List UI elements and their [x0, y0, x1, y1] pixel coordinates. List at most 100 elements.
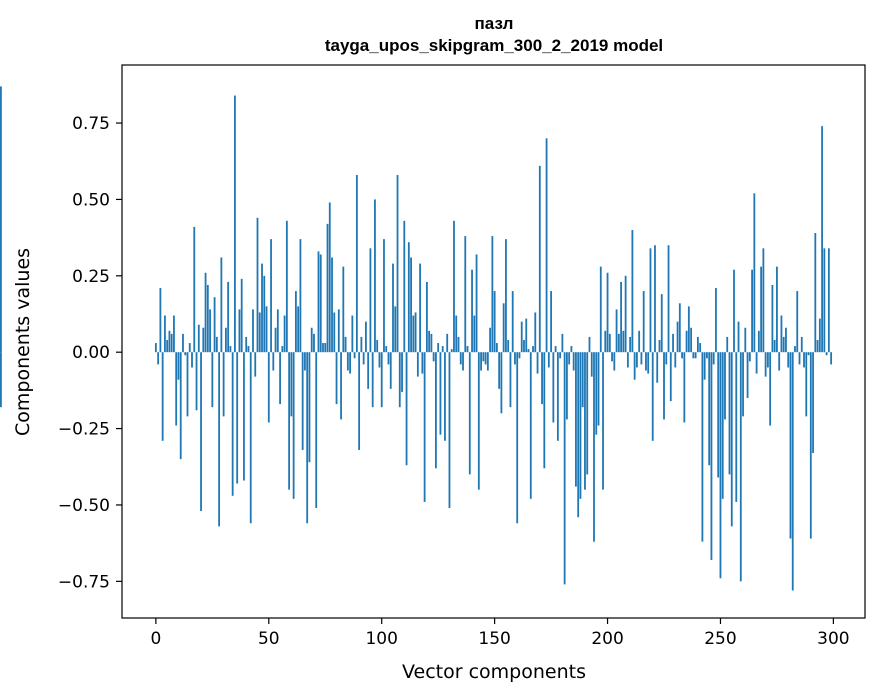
- bar-73: [319, 254, 322, 353]
- bar-169: [536, 352, 539, 374]
- bar-37: [238, 309, 241, 353]
- bar-141: [473, 315, 476, 353]
- bar-260: [742, 352, 744, 417]
- bar-250: [719, 352, 722, 579]
- bar-44: [254, 352, 257, 377]
- bar-75: [324, 343, 327, 353]
- bar-273: [771, 284, 774, 353]
- bar-132: [453, 220, 455, 353]
- bar-134: [457, 336, 460, 353]
- bar-22: [204, 272, 207, 353]
- bar-295: [821, 126, 823, 353]
- bar-229: [672, 333, 674, 353]
- bar-67: [306, 352, 309, 524]
- bar-136: [462, 352, 464, 371]
- bar-176: [552, 352, 555, 423]
- bar-117: [419, 263, 422, 353]
- bar-28: [218, 352, 221, 527]
- bar-53: [274, 327, 277, 353]
- bar-210: [629, 336, 632, 353]
- bar-177: [554, 346, 557, 353]
- bar-83: [342, 266, 345, 353]
- bar-265: [753, 193, 756, 353]
- bar-127: [441, 346, 444, 353]
- bar-119: [423, 352, 426, 502]
- y-tick-label: −0.75: [58, 572, 110, 592]
- bar-114: [412, 315, 415, 353]
- bar-9: [175, 352, 178, 426]
- bar-6: [168, 330, 171, 353]
- bar-17: [193, 226, 196, 353]
- bar-214: [638, 330, 641, 353]
- bar-121: [428, 330, 431, 353]
- bar-285: [798, 352, 801, 365]
- bar-174: [547, 352, 550, 368]
- y-tick-label: 0.25: [72, 267, 110, 287]
- bar-299: [830, 352, 833, 365]
- bar-106: [394, 306, 397, 353]
- bar-222: [656, 352, 659, 383]
- bar-25: [211, 352, 214, 408]
- bar-167: [532, 346, 534, 353]
- bar-292: [814, 233, 817, 353]
- bar-11: [179, 352, 182, 460]
- bar-129: [446, 333, 449, 353]
- bar-155: [505, 239, 507, 353]
- bar-224: [660, 294, 663, 353]
- bar-49: [265, 306, 268, 353]
- bar-234: [683, 352, 686, 423]
- bar-191: [586, 352, 589, 475]
- bar-271: [766, 352, 769, 368]
- bar-216: [642, 291, 645, 353]
- bar-240: [696, 336, 699, 353]
- bar-32: [227, 281, 230, 353]
- bar-143: [477, 352, 480, 490]
- bar-135: [459, 352, 462, 365]
- bar-220: [651, 352, 654, 441]
- bar-24: [209, 309, 211, 353]
- bar-68: [308, 352, 311, 463]
- bar-270: [764, 352, 767, 377]
- bar-1: [157, 352, 160, 365]
- bar-55: [279, 352, 281, 405]
- bar-212: [633, 352, 636, 380]
- bar-175: [550, 291, 552, 353]
- bar-110: [403, 220, 406, 353]
- bar-173: [545, 138, 548, 353]
- bar-50: [267, 352, 270, 423]
- bar-76: [326, 223, 329, 353]
- bar-84: [344, 336, 347, 353]
- bar-281: [789, 352, 792, 539]
- bar-251: [721, 352, 724, 499]
- bar-71: [315, 352, 318, 509]
- x-tick-label: 250: [704, 629, 736, 649]
- bar-91: [360, 336, 363, 353]
- bar-89: [355, 174, 358, 353]
- bar-78: [331, 257, 333, 353]
- bar-148: [489, 327, 492, 353]
- bar-69: [310, 327, 313, 353]
- bar-5: [166, 339, 169, 353]
- bar-144: [480, 352, 482, 371]
- plot-frame: [121, 64, 866, 619]
- bar-278: [782, 336, 785, 353]
- bar-131: [450, 349, 453, 353]
- bar-204: [615, 309, 618, 353]
- bar-186: [575, 352, 577, 487]
- bar-85: [346, 352, 349, 371]
- bar-94: [367, 352, 370, 389]
- bar-203: [613, 352, 616, 371]
- bar-72: [317, 251, 320, 353]
- bar-133: [455, 315, 458, 353]
- x-tick-label: 50: [258, 629, 280, 649]
- bar-294: [818, 318, 821, 353]
- bar-126: [439, 352, 442, 435]
- bar-189: [581, 352, 584, 408]
- bar-13: [184, 352, 187, 356]
- bar-46: [258, 312, 261, 353]
- bar-248: [715, 288, 717, 353]
- bar-43: [252, 309, 254, 353]
- bar-237: [690, 327, 693, 353]
- bar-207: [622, 330, 625, 353]
- bar-161: [518, 352, 521, 359]
